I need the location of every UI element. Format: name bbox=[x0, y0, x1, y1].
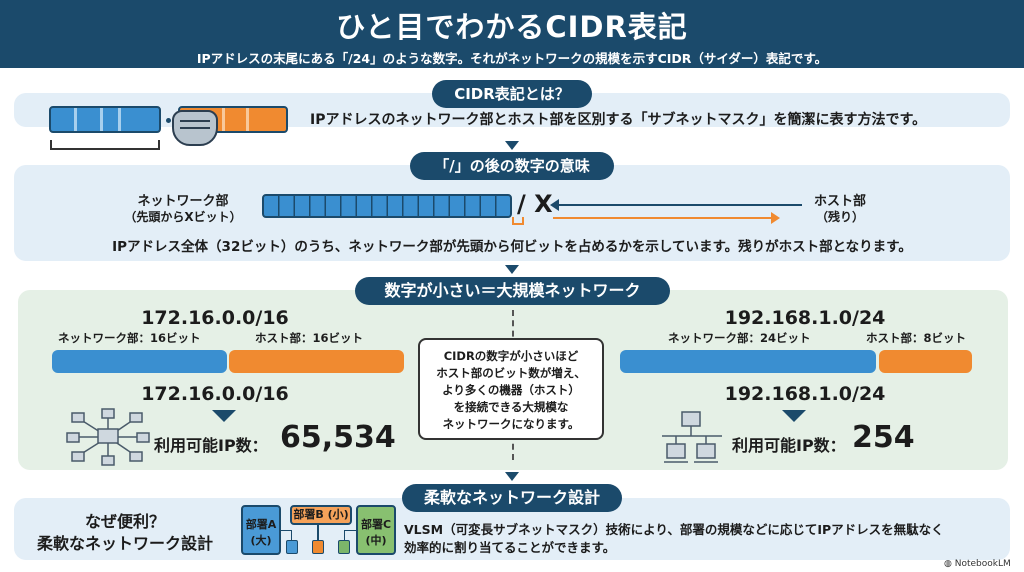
network-bits-bar bbox=[262, 194, 512, 218]
dept-b-block: 部署B (小) bbox=[290, 505, 352, 525]
left-network-label: ネットワーク部：16ビット bbox=[58, 331, 201, 345]
callout-line: ネットワークになります。 bbox=[442, 417, 580, 431]
right-cidr: 192.168.1.0/24 bbox=[724, 307, 886, 329]
left-cidr-2: 172.16.0.0/16 bbox=[141, 383, 289, 405]
callout-line: ホスト部のビット数が増え、 bbox=[436, 366, 586, 380]
slash-x-label: / X bbox=[517, 190, 553, 218]
left-host-bar bbox=[229, 350, 404, 373]
section4-text-1: VLSM（可変長サブネットマスク）技術により、部署の規模などに応じてIPアドレス… bbox=[404, 522, 944, 537]
callout-line: を接続できる大規模な bbox=[453, 400, 569, 414]
right-ip-label: 利用可能IP数： bbox=[732, 436, 846, 455]
section4-text-2: 効率的に割り当てることができます。 bbox=[404, 540, 616, 555]
arrow-down-icon bbox=[505, 265, 519, 274]
section-pill-slash-meaning: 「/」の後の数字の意味 bbox=[410, 152, 614, 180]
large-network-icon bbox=[66, 408, 150, 466]
host-part-label: ホスト部 bbox=[813, 194, 866, 209]
right-cidr-2: 192.168.1.0/24 bbox=[724, 383, 886, 405]
right-ip-count: 254 bbox=[852, 420, 915, 455]
section-pill-what-is-cidr: CIDR表記とは？ bbox=[432, 80, 592, 108]
callout-line: より多くの機器（ホスト） bbox=[442, 383, 580, 397]
callout-box: CIDRの数字が小さいほど ホスト部のビット数が増え、 より多くの機器（ホスト）… bbox=[418, 338, 604, 440]
header: ひと目でわかるCIDR表記 IPアドレスの末尾にある「/24」のような数字。それ… bbox=[0, 0, 1024, 68]
section-pill-flexible: 柔軟なネットワーク設計 bbox=[402, 484, 622, 512]
host-part-sub: （残り） bbox=[815, 210, 864, 224]
why-title-2: 柔軟なネットワーク設計 bbox=[36, 534, 213, 553]
page-subtitle: IPアドレスの末尾にある「/24」のような数字。それがネットワークの規模を示すC… bbox=[196, 51, 828, 66]
section-slash-meaning bbox=[14, 165, 1010, 261]
callout-line: CIDRの数字が小さいほど bbox=[443, 349, 579, 363]
left-host-label: ホスト部：16ビット bbox=[255, 331, 364, 345]
right-network-bar bbox=[620, 350, 876, 373]
arrow-down-icon bbox=[782, 410, 806, 422]
notebooklm-logo: ◍ NotebookLM bbox=[944, 559, 1011, 569]
right-host-label: ホスト部：8ビット bbox=[866, 331, 967, 345]
arrow-down-icon bbox=[212, 410, 236, 422]
section2-text: IPアドレス全体（32ビット）のうち、ネットワーク部が先頭から何ビットを占めるか… bbox=[112, 239, 912, 255]
network-part-sub: （先頭からXビット） bbox=[124, 210, 242, 224]
why-title-1: なぜ便利？ bbox=[84, 512, 165, 531]
page-title: ひと目でわかるCIDR表記 bbox=[336, 10, 688, 44]
network-part-label: ネットワーク部 bbox=[137, 194, 229, 209]
notebooklm-icon: ◍ bbox=[944, 559, 955, 569]
right-host-bar bbox=[879, 350, 972, 373]
section1-text: IPアドレスのネットワーク部とホスト部を区別する「サブネットマスク」を簡潔に表す… bbox=[310, 112, 927, 128]
dept-c-block: 部署C (中) bbox=[356, 505, 396, 555]
dept-a-block: 部署A (大) bbox=[241, 505, 281, 555]
right-network-label: ネットワーク部：24ビット bbox=[668, 331, 811, 345]
section-pill-small-number: 数字が小さい＝大規模ネットワーク bbox=[355, 277, 670, 305]
left-ip-count: 65,534 bbox=[280, 420, 396, 455]
arrow-down-icon bbox=[505, 141, 519, 150]
arrow-down-icon bbox=[505, 472, 519, 481]
left-cidr: 172.16.0.0/16 bbox=[141, 307, 289, 329]
small-network-icon bbox=[660, 410, 724, 466]
left-network-bar bbox=[52, 350, 227, 373]
left-ip-label: 利用可能IP数： bbox=[154, 436, 268, 455]
